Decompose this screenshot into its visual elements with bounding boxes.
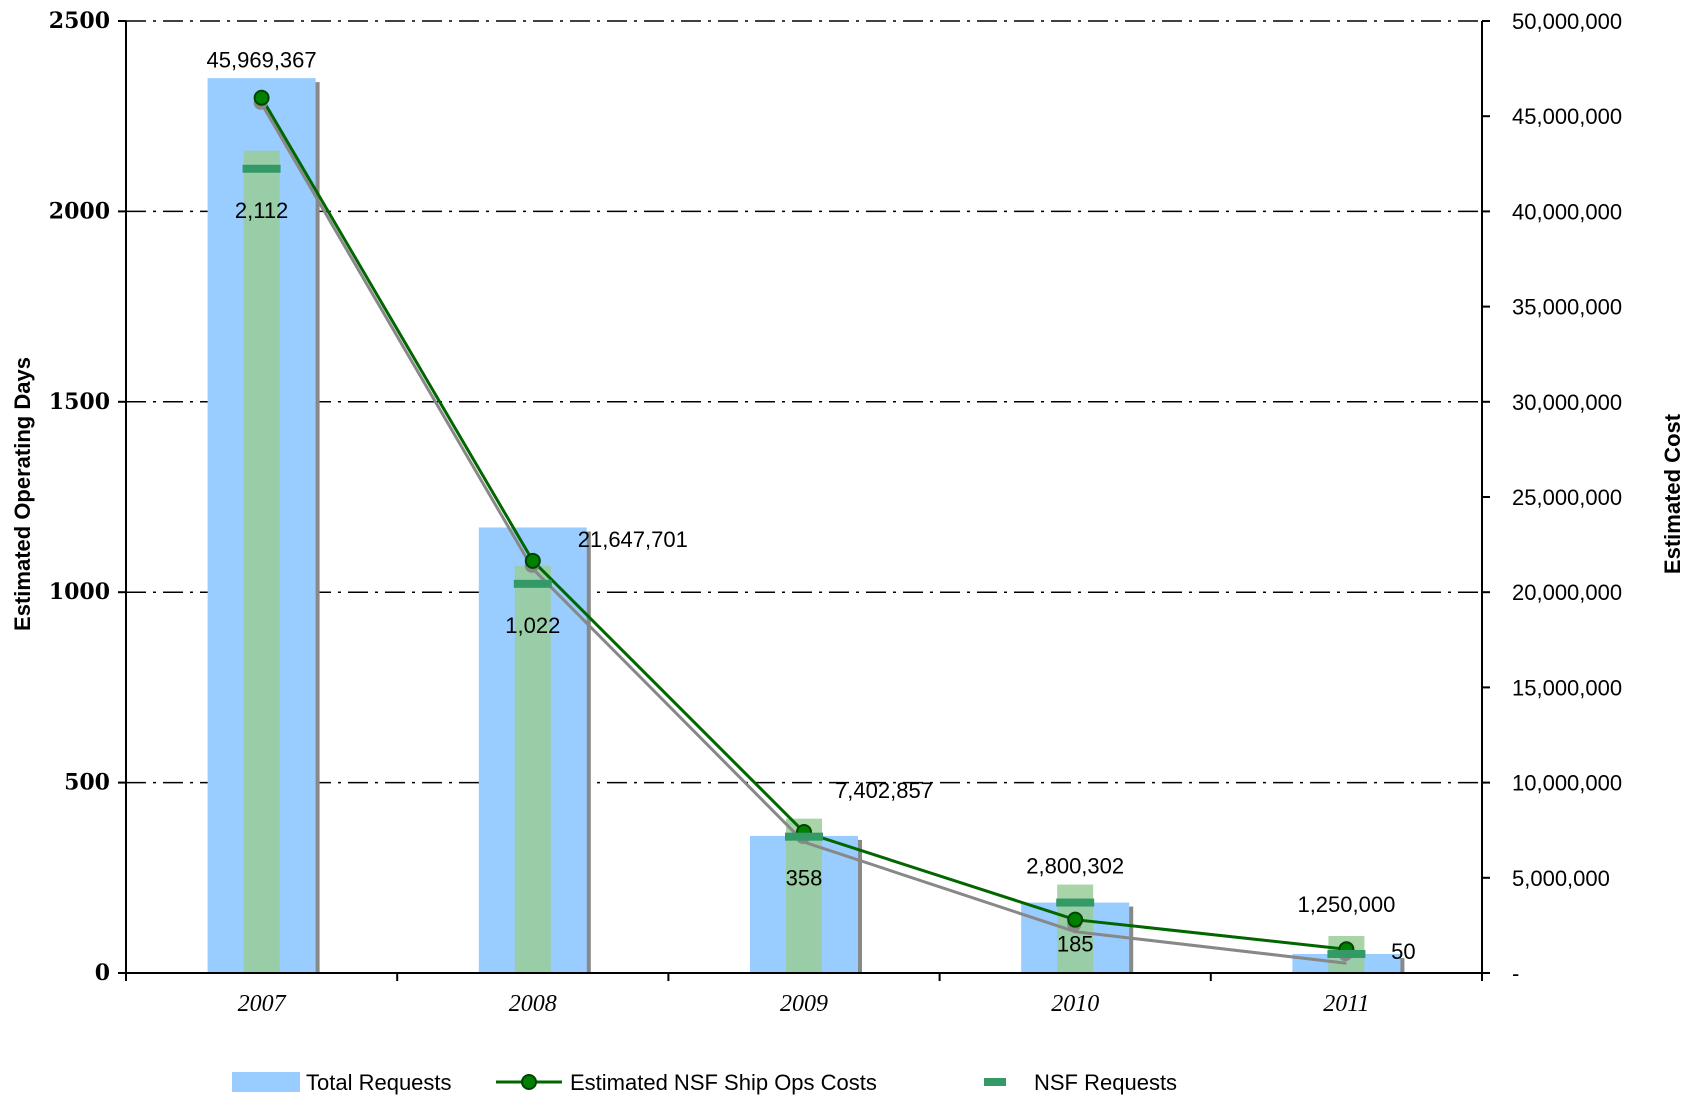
nsf-value-label: 1,022 — [505, 613, 560, 638]
data-labels: 2,112 1,022 358 185 50 45,969,367 21,647,701 7,… — [207, 48, 1416, 964]
x-tick-label: 2010 — [1051, 991, 1099, 1017]
nsf-column — [514, 565, 551, 973]
y-left-tick-label: 1000 — [49, 579, 110, 605]
legend-label-cost: Estimated NSF Ship Ops Costs — [570, 1070, 877, 1095]
x-tick-label: 2008 — [509, 991, 557, 1017]
x-tick-label: 2007 — [238, 991, 287, 1017]
nsf-column — [786, 818, 822, 973]
y-right-tick-label: - — [1512, 961, 1519, 986]
y-right-tick-label: 15,000,000 — [1512, 675, 1622, 700]
legend-swatch-total-requests — [232, 1072, 300, 1092]
cost-point — [1067, 911, 1084, 928]
y-left-tick-label: 500 — [64, 770, 110, 796]
legend-swatch-cost-point — [521, 1074, 537, 1090]
y-right-axis-title: Estimated Cost — [1660, 413, 1685, 574]
nsf-marker — [1056, 898, 1095, 907]
cost-value-label: 1,250,000 — [1297, 892, 1395, 917]
cost-point — [524, 552, 541, 569]
y-right-tick-label: 20,000,000 — [1512, 580, 1622, 605]
x-tick-label: 2009 — [780, 991, 828, 1017]
nsf-value-label: 2,112 — [235, 198, 288, 223]
cost-value-label: 21,647,701 — [578, 527, 688, 552]
y-left-axis-title: Estimated Operating Days — [10, 357, 35, 631]
x-tick-label: 2011 — [1323, 991, 1369, 1017]
y-left-tick-label: 0 — [95, 960, 110, 986]
y-right-tick-label: 40,000,000 — [1512, 199, 1622, 224]
y-right-tick-label: 30,000,000 — [1512, 390, 1622, 415]
cost-point — [253, 89, 270, 106]
y-right-tick-label: 45,000,000 — [1512, 104, 1622, 129]
nsf-marker — [513, 579, 552, 588]
cost-value-label: 45,969,367 — [207, 48, 317, 73]
cost-value-label: 7,402,857 — [835, 778, 933, 803]
nsf-marker — [242, 164, 281, 173]
bar-series — [207, 78, 1405, 974]
y-right-tick-label: 35,000,000 — [1512, 295, 1622, 320]
gridlines — [126, 20, 1482, 784]
nsf-marker — [785, 832, 823, 841]
y-right-tick-label: 5,000,000 — [1512, 866, 1610, 891]
y-left-tick-label: 2000 — [49, 198, 110, 224]
y-left-tick-label: 1500 — [49, 389, 110, 415]
nsf-value-label: 185 — [1057, 932, 1094, 957]
marker-series — [242, 89, 1366, 962]
legend-swatch-nsf-requests — [984, 1078, 1006, 1086]
y-left-tick-label: 2500 — [49, 8, 110, 34]
nsf-value-label: 358 — [786, 866, 823, 891]
cost-value-label: 2,800,302 — [1026, 854, 1124, 879]
legend: Total Requests Estimated NSF Ship Ops Cos… — [232, 1070, 1177, 1095]
legend-label-nsf-requests: NSF Requests — [1034, 1070, 1177, 1095]
nsf-column — [243, 150, 280, 974]
axes: 0 500 1000 1500 2000 2500 - 5,000,000 10,000,000… — [49, 8, 1622, 1017]
y-right-tick-label: 25,000,000 — [1512, 485, 1622, 510]
nsf-value-label: 50 — [1391, 939, 1415, 964]
y-right-tick-label: 50,000,000 — [1512, 9, 1622, 34]
nsf-marker — [1327, 949, 1366, 958]
legend-label-total-requests: Total Requests — [306, 1070, 452, 1095]
y-right-tick-label: 10,000,000 — [1512, 771, 1622, 796]
